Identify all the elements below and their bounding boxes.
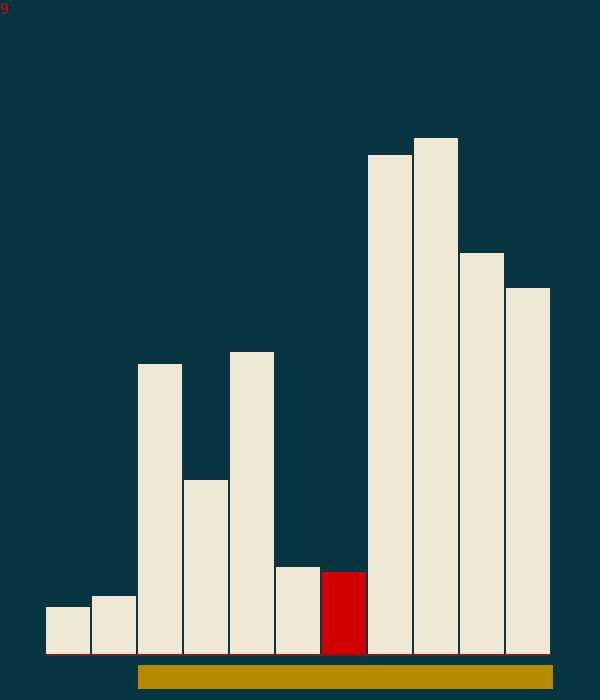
bar (92, 596, 136, 654)
bar (184, 480, 228, 654)
progress-bar (138, 665, 553, 689)
score-counter: 9 (0, 0, 10, 18)
bar (414, 138, 458, 654)
bar (276, 567, 320, 654)
bar (46, 607, 90, 654)
baseline (46, 654, 550, 656)
bar (506, 288, 550, 654)
bar (230, 352, 274, 654)
progress-bar-fill (138, 665, 553, 689)
bar-highlighted (322, 572, 366, 654)
bar (368, 155, 412, 654)
bar (138, 364, 182, 654)
bar (460, 253, 504, 654)
